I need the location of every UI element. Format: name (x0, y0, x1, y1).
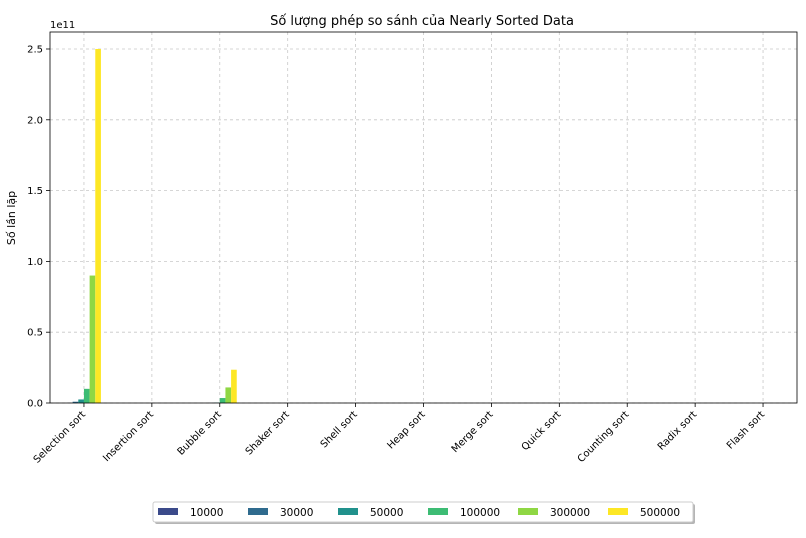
bar (78, 399, 84, 403)
legend-label: 300000 (550, 507, 590, 519)
bar (219, 398, 226, 403)
legend: 10000 30000 50000 100000 300000 500000 (152, 501, 695, 524)
bar (72, 401, 79, 403)
legend-label: 500000 (640, 507, 680, 519)
legend-swatch (338, 508, 358, 515)
y-scale-label: 1e11 (50, 20, 75, 31)
legend-swatch (248, 508, 268, 515)
legend-swatch (158, 508, 178, 515)
y-tick-label: 2.0 (27, 115, 43, 126)
legend-label: 50000 (370, 507, 403, 519)
legend-label: 10000 (190, 507, 223, 519)
bar (231, 369, 237, 403)
chart-title: Số lượng phép so sánh của Nearly Sorted … (270, 14, 574, 29)
legend-frame (152, 501, 694, 523)
legend-swatch (428, 508, 448, 515)
y-tick-label: 0.5 (27, 328, 43, 339)
y-axis-title: Số lần lặp (5, 191, 18, 245)
bar (83, 388, 90, 403)
legend-swatch (608, 508, 628, 515)
y-tick-label: 0.0 (27, 399, 43, 410)
bar (89, 275, 96, 403)
y-tick-label: 2.5 (27, 44, 43, 55)
plot-frame (49, 31, 798, 404)
bar (95, 48, 101, 403)
y-tick-label: 1.5 (27, 186, 43, 197)
legend-label: 100000 (460, 507, 500, 519)
legend-swatch (518, 508, 538, 515)
bar (225, 387, 232, 403)
y-tick-label: 1.0 (27, 257, 43, 268)
legend-label: 30000 (280, 507, 313, 519)
grid-layer (50, 32, 797, 404)
